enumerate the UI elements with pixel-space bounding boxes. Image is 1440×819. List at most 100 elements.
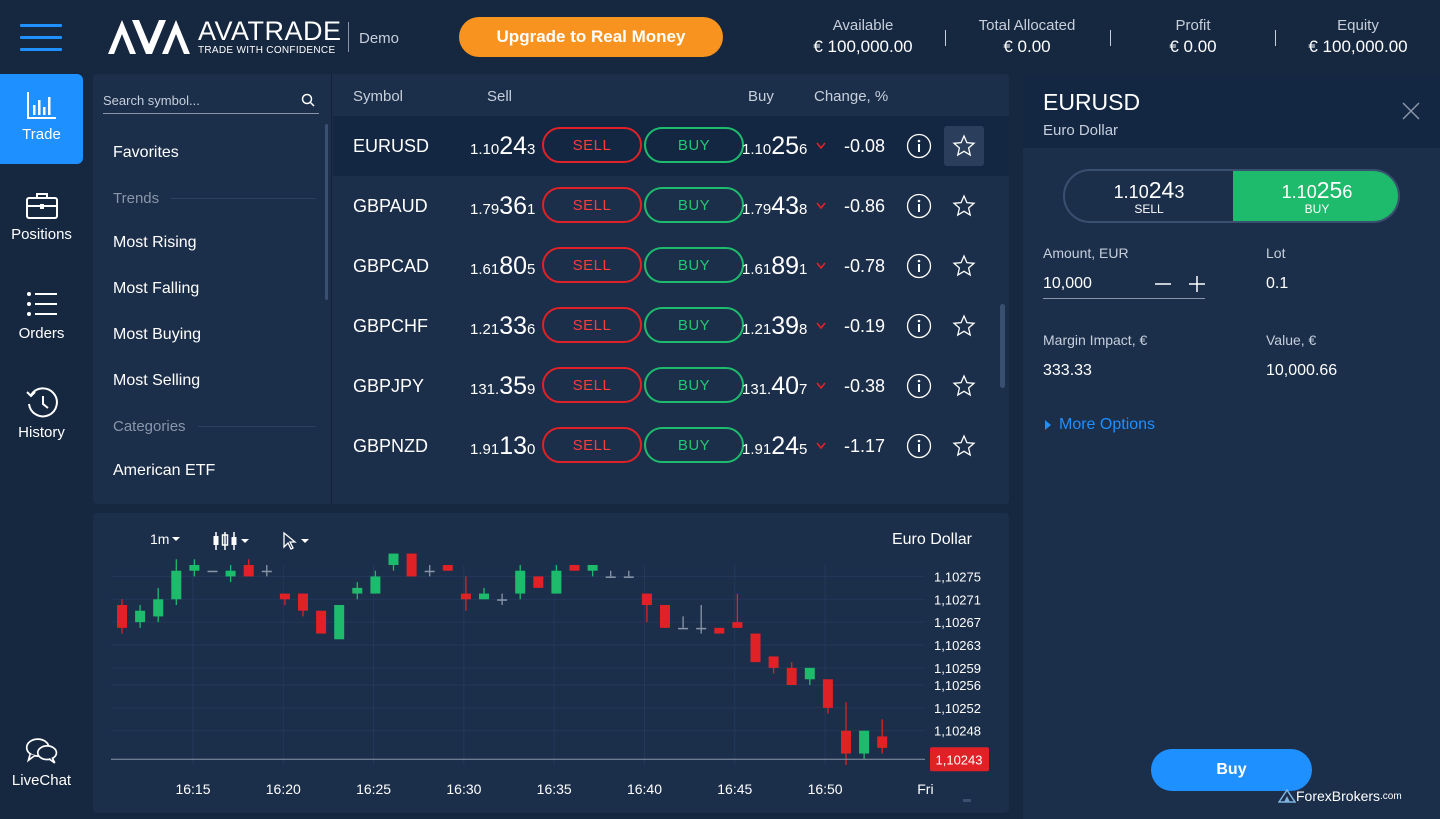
- favorite-toggle[interactable]: [944, 246, 984, 286]
- toggle-buy-label: BUY: [1304, 202, 1330, 216]
- history-icon: [25, 387, 58, 418]
- header-change[interactable]: Change, %: [814, 88, 889, 105]
- price-pips: 24: [1148, 177, 1175, 203]
- favorite-toggle[interactable]: [944, 366, 984, 406]
- candle-body: [225, 570, 236, 577]
- price-part: 131.: [742, 381, 772, 398]
- toggle-buy[interactable]: 1.10256 BUY: [1233, 171, 1398, 221]
- x-tick-label: 16:20: [266, 781, 301, 797]
- category-favorites[interactable]: Favorites: [113, 144, 179, 161]
- table-row[interactable]: GBPJPY 131.359 SELL BUY 131.407 -0.38: [333, 356, 1009, 416]
- candle-body: [460, 593, 471, 600]
- candle-body: [153, 599, 164, 617]
- nav-history[interactable]: History: [0, 372, 83, 462]
- nav-positions[interactable]: Positions: [0, 174, 83, 264]
- search-icon[interactable]: [301, 93, 315, 107]
- more-options-link[interactable]: More Options: [1043, 416, 1155, 434]
- list-icon: [26, 292, 57, 316]
- chart-type-select[interactable]: [212, 531, 252, 551]
- trend-most-falling[interactable]: Most Falling: [113, 280, 200, 297]
- symbol-list-scrollbar[interactable]: [1000, 304, 1005, 388]
- row-sell-button[interactable]: SELL: [542, 247, 642, 283]
- menu-icon[interactable]: [20, 24, 62, 52]
- toggle-sell[interactable]: 1.10243 SELL: [1065, 171, 1233, 221]
- info-icon[interactable]: [906, 313, 932, 339]
- header-buy[interactable]: Buy: [748, 88, 774, 105]
- stat-divider: [945, 30, 946, 46]
- chat-icon: [25, 738, 57, 764]
- row-buy-button[interactable]: BUY: [644, 187, 744, 223]
- favorite-toggle[interactable]: [944, 186, 984, 226]
- trend-most-rising[interactable]: Most Rising: [113, 234, 197, 251]
- header-sell[interactable]: Sell: [487, 88, 513, 105]
- search-input[interactable]: [103, 88, 293, 112]
- row-buy-button[interactable]: BUY: [644, 367, 744, 403]
- buy-button[interactable]: Buy: [1151, 749, 1312, 791]
- row-buy-button[interactable]: BUY: [644, 307, 744, 343]
- trend-most-selling[interactable]: Most Selling: [113, 372, 201, 389]
- row-symbol: EURUSD: [353, 136, 430, 156]
- row-change: -0.19: [844, 316, 886, 336]
- table-row[interactable]: GBPCHF 1.21336 SELL BUY 1.21398 -0.19: [333, 296, 1009, 356]
- table-row[interactable]: GBPCAD 1.61805 SELL BUY 1.61891 -0.78: [333, 236, 1009, 296]
- nav-livechat[interactable]: LiveChat: [0, 720, 83, 810]
- account-mode-label: Demo: [359, 30, 400, 47]
- stat-label: Equity: [1337, 17, 1379, 34]
- trend-most-buying[interactable]: Most Buying: [113, 326, 202, 343]
- minus-icon[interactable]: [1153, 274, 1173, 294]
- x-tick-label: 16:25: [356, 781, 391, 797]
- stat-label: Total Allocated: [978, 17, 1076, 34]
- table-row[interactable]: GBPNZD 1.91130 SELL BUY 1.91245 -1.17: [333, 416, 1009, 476]
- row-sell-price: 1.61805: [470, 252, 542, 281]
- plus-icon[interactable]: [1187, 274, 1207, 294]
- info-icon[interactable]: [906, 433, 932, 459]
- nav-orders[interactable]: Orders: [0, 273, 83, 363]
- info-icon[interactable]: [906, 133, 932, 159]
- order-header: EURUSD Euro Dollar: [1023, 74, 1440, 148]
- row-sell-button[interactable]: SELL: [542, 127, 642, 163]
- table-row[interactable]: EURUSD 1.10243 SELL BUY 1.10256 -0.08: [333, 116, 1009, 176]
- info-icon[interactable]: [906, 253, 932, 279]
- stat-value: € 0.00: [1003, 37, 1051, 56]
- brand-name: AVATRADE: [198, 16, 342, 46]
- info-icon[interactable]: [906, 373, 932, 399]
- list-fade: [333, 474, 1009, 504]
- y-tick-label: 1,10256: [934, 678, 981, 693]
- categories-heading-label: Categories: [113, 418, 186, 435]
- nav-label: History: [18, 424, 65, 441]
- cursor-tool-select[interactable]: [282, 531, 312, 551]
- stat-value: € 0.00: [1169, 37, 1217, 56]
- amount-input[interactable]: 10,000: [1043, 275, 1092, 292]
- price-part: 7: [799, 381, 808, 398]
- chevron-down-icon: [241, 539, 249, 543]
- timeframe-select[interactable]: 1m: [150, 531, 183, 547]
- nav-trade[interactable]: Trade: [0, 74, 83, 164]
- row-sell-button[interactable]: SELL: [542, 307, 642, 343]
- price-pips: 80: [499, 252, 528, 280]
- last-price-label: 1,10243: [936, 752, 983, 767]
- favorite-toggle[interactable]: [944, 306, 984, 346]
- info-icon[interactable]: [906, 193, 932, 219]
- candle-body: [696, 627, 707, 630]
- row-buy-button[interactable]: BUY: [644, 127, 744, 163]
- row-sell-button[interactable]: SELL: [542, 367, 642, 403]
- close-icon[interactable]: [1402, 102, 1420, 120]
- down-arrow-icon: [816, 202, 826, 210]
- favorite-toggle[interactable]: [944, 426, 984, 466]
- avatrade-logo[interactable]: AVATRADE TRADE WITH CONFIDENCE: [108, 16, 342, 56]
- category-american-etf[interactable]: American ETF: [113, 462, 216, 479]
- header-symbol[interactable]: Symbol: [353, 88, 404, 105]
- row-sell-button[interactable]: SELL: [542, 187, 642, 223]
- toggle-buy-price: 1.10256: [1233, 177, 1398, 204]
- table-row[interactable]: GBPAUD 1.79361 SELL BUY 1.79438 -0.86: [333, 176, 1009, 236]
- row-buy-button[interactable]: BUY: [644, 247, 744, 283]
- row-buy-button[interactable]: BUY: [644, 427, 744, 463]
- favorite-toggle[interactable]: [944, 126, 984, 166]
- cursor-icon: [283, 531, 297, 550]
- chevron-down-icon: [301, 539, 309, 543]
- upgrade-button[interactable]: Upgrade to Real Money: [459, 17, 723, 57]
- category-scrollbar[interactable]: [325, 124, 328, 300]
- candlestick-chart[interactable]: 1,10275 1,10271 1,10267 1,10263 1,10259 1,102…: [93, 513, 1009, 813]
- row-sell-button[interactable]: SELL: [542, 427, 642, 463]
- star-icon: [952, 434, 976, 457]
